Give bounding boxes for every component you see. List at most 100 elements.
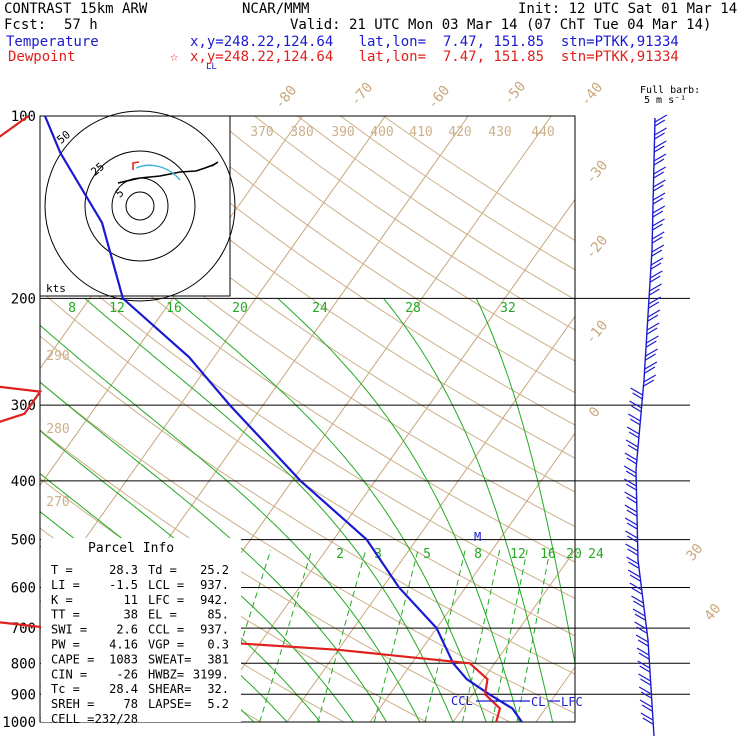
pressure-tick-label: 800: [11, 656, 36, 672]
wind-barb: [649, 283, 662, 296]
mixing-ratio-label: 5: [423, 547, 431, 562]
temperature-tick-label: 0: [586, 404, 604, 421]
moist-adiabat-label: 20: [232, 301, 248, 316]
dry-adiabat-line: [340, 116, 575, 271]
mixing-ratio-label: 16: [540, 547, 556, 562]
wind-barb: [626, 426, 640, 439]
wind-barb: [653, 179, 666, 192]
forecast-hours: 57 h: [64, 17, 98, 33]
temperature-trace: [43, 115, 523, 723]
init-time: Init: 12 UTC Sat 01 Mar 14: [518, 1, 738, 17]
parcel-info-value: 2.6: [116, 623, 138, 637]
dewpoint-trace: [0, 115, 502, 723]
mixing-ratio-line: [491, 549, 528, 722]
parcel-info-value: 28.3: [109, 563, 138, 577]
isotherm-line: [452, 549, 575, 722]
mixing-ratio-label: 2: [336, 547, 344, 562]
parcel-info-key: LCL =: [148, 578, 184, 592]
wind-barb: [650, 257, 664, 270]
wind-barb: [643, 374, 657, 387]
moist-adiabat-label: 32: [500, 301, 516, 316]
cl-label: CL: [531, 695, 545, 709]
temperature-tick-label: -50: [501, 79, 530, 109]
wind-barb: [624, 517, 638, 530]
parcel-info-value: 1083: [109, 652, 138, 666]
wind-barb-staff: [635, 117, 656, 737]
moist-adiabat-label: 16: [166, 301, 182, 316]
parcel-info-key: K =: [51, 593, 73, 607]
parcel-info-key: Tc =: [51, 682, 80, 696]
dry-adiabat-label: 430: [488, 125, 511, 140]
mixing-ratio-label: 24: [588, 547, 604, 562]
pressure-tick-label: 400: [11, 474, 36, 490]
pressure-tick-label: 100: [11, 109, 36, 125]
dry-adiabat-line: [40, 335, 575, 675]
mixing-ratio-label: 20: [566, 547, 582, 562]
wind-barb: [649, 270, 663, 283]
parcel-info-value: 38: [124, 608, 138, 622]
dry-adiabat-label: 410: [409, 125, 432, 140]
barb-legend-line2: 5 m s⁻¹: [644, 95, 687, 106]
dry-adiabat-label: 420: [448, 125, 471, 140]
pressure-tick-label: 300: [11, 398, 36, 414]
pressure-tick-label: 600: [11, 581, 36, 597]
organization-label: NCAR/MMM: [242, 1, 310, 17]
wind-barb: [646, 322, 660, 335]
hodograph-units: kts: [46, 282, 66, 295]
wind-barb: [631, 595, 644, 608]
parcel-info-panel: [41, 538, 241, 722]
moist-adiabat-label: 28: [405, 301, 421, 316]
wind-barb: [629, 400, 642, 413]
wind-barb: [625, 439, 639, 452]
parcel-info-value: 4.16: [109, 638, 138, 652]
hodograph-ring: [84, 150, 196, 262]
parcel-info-key: T =: [51, 563, 73, 577]
dry-adiabat-line: [40, 201, 575, 563]
parcel-info-value: 937.: [200, 578, 229, 592]
temperature-tick-label: 40: [701, 601, 724, 624]
temperature-tick-label: -60: [425, 83, 454, 113]
wind-barb: [629, 582, 643, 595]
parcel-info-key: LFC =: [148, 593, 184, 607]
dry-adiabat-label: 270: [46, 495, 69, 510]
wind-barb: [653, 166, 667, 179]
parcel-info-key: CAPE =: [51, 652, 94, 666]
parcel-info-key: LI =: [51, 578, 80, 592]
wind-barb: [640, 712, 654, 725]
wind-barb: [635, 634, 649, 647]
temperature-tick-label: 30: [683, 541, 706, 564]
mixing-ratio-line: [317, 549, 367, 722]
mixing-ratio-label: 8: [474, 547, 482, 562]
parcel-info-value: 937.: [200, 623, 229, 637]
parcel-info-key: CELL =: [51, 712, 94, 726]
hodograph-ring: [125, 191, 155, 221]
dry-adiabat-line: [125, 116, 575, 426]
wind-barb: [623, 478, 637, 491]
wind-barb: [646, 335, 659, 348]
hodograph-box: [39, 115, 231, 297]
dry-adiabat-label: 370: [250, 125, 273, 140]
temperature-tick-label: -70: [348, 80, 377, 110]
wind-barb: [637, 660, 651, 673]
parcel-info-value: 85.: [207, 608, 229, 622]
parcel-info-key: SWEAT=: [148, 652, 191, 666]
wind-barb: [645, 348, 658, 361]
dry-adiabat-line: [40, 289, 575, 637]
temperature-tick-label: -20: [583, 233, 612, 263]
chart-title: CONTRAST 15km ARW: [4, 1, 148, 17]
valid-time: Valid: 21 UTC Mon 03 Mar 14 (07 ChT Tue …: [290, 17, 712, 33]
dry-adiabat-line: [211, 116, 575, 362]
dry-adiabat-line: [82, 116, 575, 459]
parcel-info-value: 3199.: [193, 667, 229, 681]
wind-barb: [638, 686, 652, 699]
isotherm-line: [203, 198, 575, 722]
wind-barb: [626, 556, 639, 569]
wind-barb: [627, 569, 641, 582]
wind-barb: [638, 673, 651, 686]
stray-mark: LL: [206, 62, 217, 72]
wind-barb: [647, 309, 661, 322]
forecast-label: Fcst:: [4, 17, 47, 33]
wind-barb: [644, 361, 658, 374]
dry-adiabat-line: [40, 158, 575, 528]
ccl-label: CCL: [451, 694, 473, 708]
